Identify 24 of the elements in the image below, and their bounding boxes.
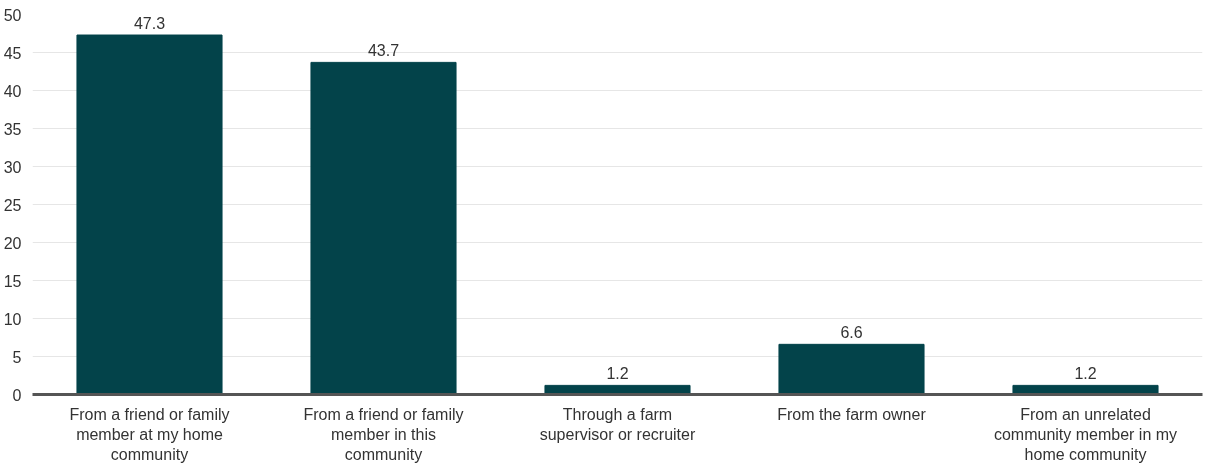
y-tick-label: 25 [3,196,22,214]
y-tick-label: 0 [12,386,22,404]
bar [310,61,457,395]
x-tick-label: From the farm owner [777,405,927,423]
x-tick-label: From a friend or family member at my home community [69,405,230,464]
bar [778,343,925,395]
data-label: 47.3 [133,15,166,33]
y-tick-label: 20 [3,234,22,252]
x-tick-label: From a friend or family member in this community [303,405,464,464]
x-tick-label: From an unrelated community member in my home community [993,405,1178,464]
y-tick-label: 15 [3,272,22,290]
x-tick-label: Through a farm supervisor or recruiter [539,405,696,443]
data-label: 1.2 [606,365,629,383]
y-tick-label: 40 [3,82,22,100]
data-label: 6.6 [840,324,863,342]
y-tick-label: 45 [3,44,22,62]
y-tick-label: 30 [3,158,22,176]
y-tick-label: 35 [3,120,22,138]
data-label: 1.2 [1074,365,1097,383]
data-label: 43.7 [367,42,400,60]
y-tick-label: 5 [12,348,22,366]
bar [76,34,223,395]
y-tick-label: 50 [3,6,22,24]
y-tick-label: 10 [3,310,22,328]
